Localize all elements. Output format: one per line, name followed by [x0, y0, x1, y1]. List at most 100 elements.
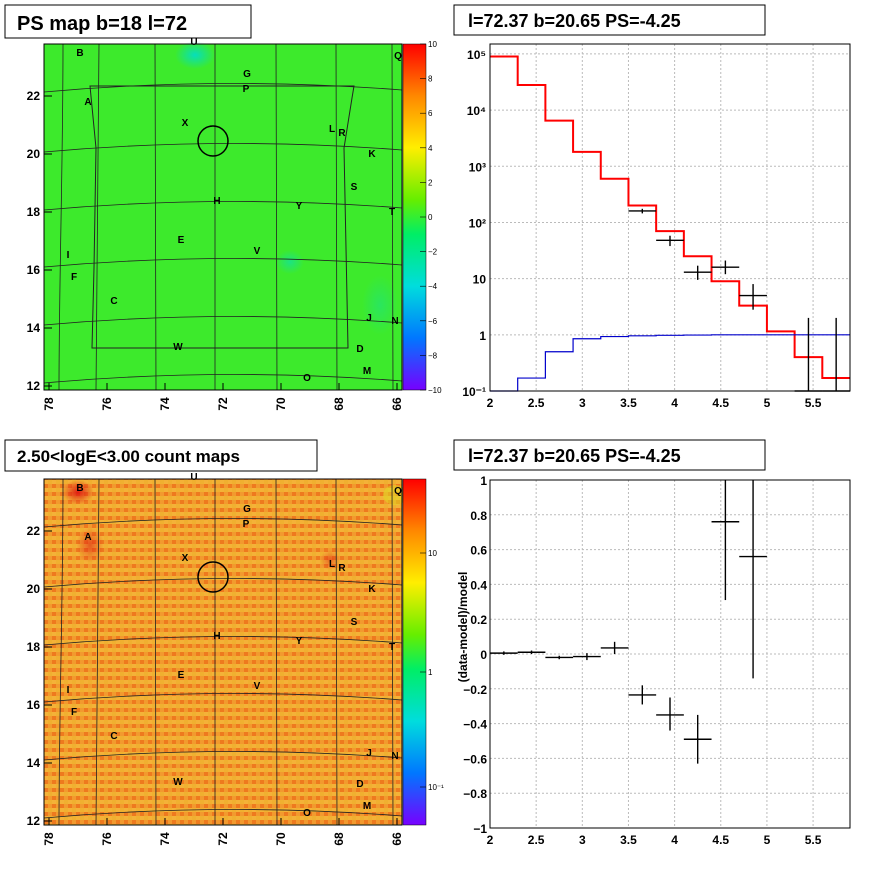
- source-label-q: Q: [394, 486, 402, 497]
- meridian-line: [275, 43, 278, 391]
- y-tick-label: 22: [27, 89, 41, 103]
- source-label-l: L: [329, 559, 335, 570]
- spectrum-plot-area: [490, 44, 850, 391]
- source-label-j: J: [366, 313, 372, 324]
- source-label-u: U: [190, 472, 197, 483]
- y-tick-label: 16: [27, 698, 41, 712]
- palette-label: 10: [428, 549, 437, 558]
- count-map-source-circle: [197, 561, 229, 593]
- y-tick-label: 10²: [469, 216, 486, 230]
- x-tick-label: 5.5: [805, 396, 822, 410]
- meridian-line: [154, 478, 157, 826]
- parallel-line: [43, 258, 403, 268]
- parallel-line: [43, 693, 403, 703]
- y-tick-label: 18: [27, 205, 41, 219]
- y-tick-label: 12: [27, 814, 41, 828]
- source-label-e: E: [178, 670, 185, 681]
- y-tick-label: −1: [473, 822, 487, 836]
- source-label-d: D: [356, 344, 363, 355]
- source-label-m: M: [363, 366, 371, 377]
- palette-label: −6: [428, 317, 438, 326]
- x-tick-label: 68: [332, 832, 346, 846]
- x-tick-label: 4.5: [712, 396, 729, 410]
- x-tick-label: 74: [158, 832, 172, 846]
- x-tick-label: 76: [100, 832, 114, 846]
- source-label-n: N: [391, 751, 398, 762]
- source-label-f: F: [71, 707, 77, 718]
- ps-map-image: [44, 44, 402, 390]
- palette-label: 8: [428, 75, 433, 84]
- meridian-line: [58, 43, 64, 391]
- parallel-line: [43, 143, 403, 153]
- source-label-k: K: [368, 149, 376, 160]
- source-label-p: P: [243, 84, 250, 95]
- palette-label: 2: [428, 178, 433, 187]
- meridian-line: [154, 43, 157, 391]
- source-label-c: C: [110, 296, 117, 307]
- source-label-d: D: [356, 779, 363, 790]
- source-label-o: O: [303, 373, 311, 384]
- x-tick-label: 74: [158, 397, 172, 411]
- y-tick-label: 0.4: [470, 578, 487, 592]
- y-tick-label: 10⁴: [467, 104, 486, 118]
- y-tick-label: 22: [27, 524, 41, 538]
- x-tick-label: 72: [216, 397, 230, 411]
- y-tick-label: 18: [27, 640, 41, 654]
- ps-map-coordinate-grid: [43, 43, 403, 391]
- palette-label: 1: [428, 668, 433, 677]
- parallel-line: [43, 518, 403, 528]
- source-label-g: G: [243, 504, 251, 515]
- x-tick-label: 68: [332, 397, 346, 411]
- parallel-line: [43, 578, 403, 588]
- parallel-line: [43, 83, 403, 93]
- source-label-g: G: [243, 69, 251, 80]
- count-map-coordinate-grid: [43, 478, 403, 826]
- residual-panel: l=72.37 b=20.65 PS=-4.25 (data-model)/mo…: [453, 439, 851, 847]
- spectrum-panel: l=72.37 b=20.65 PS=-4.25 2 2.5 3 3.5 4 4.5 5 5.…: [453, 4, 851, 410]
- source-label-a: A: [84, 97, 91, 108]
- parallel-line: [43, 751, 403, 761]
- source-label-o: O: [303, 808, 311, 819]
- ps-map-source-circle: [197, 125, 229, 157]
- y-tick-label: 20: [27, 147, 41, 161]
- source-label-v: V: [254, 681, 261, 692]
- x-tick-label: 3.5: [620, 833, 637, 847]
- x-tick-label: 2: [487, 833, 494, 847]
- meridian-line: [335, 478, 338, 826]
- y-tick-label: −0.2: [463, 683, 487, 697]
- x-tick-label: 5: [764, 833, 771, 847]
- meridian-line: [391, 478, 394, 826]
- x-tick-label: 4: [671, 396, 678, 410]
- x-tick-label: 5.5: [805, 833, 822, 847]
- x-tick-label: 2.5: [528, 396, 545, 410]
- source-label-y: Y: [296, 201, 303, 212]
- source-label-j: J: [366, 748, 372, 759]
- palette-label: 10: [428, 40, 437, 49]
- parallel-line: [43, 809, 403, 819]
- meridian-line: [391, 43, 394, 391]
- x-tick-label: 78: [42, 397, 56, 411]
- source-label-p: P: [243, 519, 250, 530]
- parallel-line: [43, 316, 403, 326]
- x-tick-label: 3: [579, 396, 586, 410]
- spectrum-title: l=72.37 b=20.65 PS=-4.25: [468, 11, 681, 31]
- source-label-b: B: [76, 483, 83, 494]
- y-tick-label: −0.4: [463, 718, 487, 732]
- source-label-u: U: [190, 37, 197, 48]
- x-tick-label: 66: [390, 397, 404, 411]
- x-tick-label: 3.5: [620, 396, 637, 410]
- source-label-m: M: [363, 801, 371, 812]
- x-tick-label: 2.5: [528, 833, 545, 847]
- source-label-v: V: [254, 246, 261, 257]
- source-label-k: K: [368, 584, 376, 595]
- palette-label: 10⁻¹: [428, 783, 444, 792]
- x-tick-label: 70: [274, 397, 288, 411]
- source-label-r: R: [338, 128, 346, 139]
- source-label-c: C: [110, 731, 117, 742]
- meridian-line: [275, 478, 278, 826]
- y-tick-label: 16: [27, 263, 41, 277]
- y-tick-label: 0.6: [470, 544, 487, 558]
- palette-label: 4: [428, 144, 433, 153]
- source-label-f: F: [71, 272, 77, 283]
